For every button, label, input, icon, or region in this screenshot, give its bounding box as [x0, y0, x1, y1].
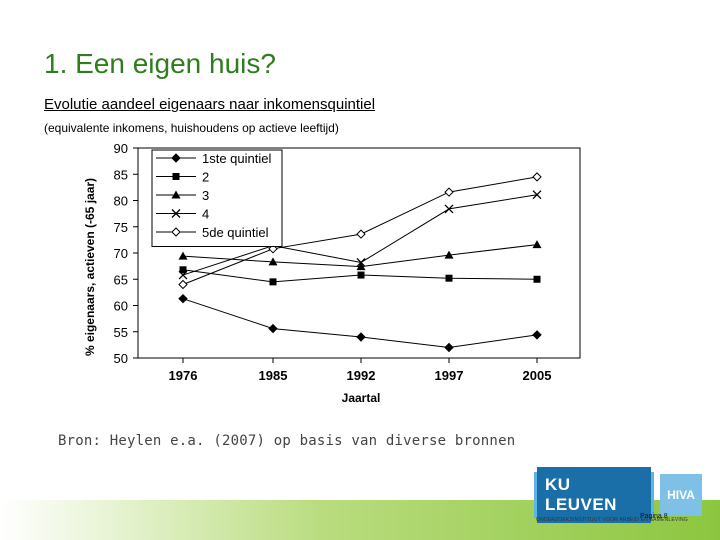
chart-note: (equivalente inkomens, huishoudens op ac… — [44, 121, 339, 135]
legend-marker — [171, 227, 181, 237]
series-1-point — [356, 332, 366, 342]
y-tick-label: 50 — [114, 351, 128, 366]
source-note: Bron: Heylen e.a. (2007) op basis van di… — [58, 433, 516, 449]
series-2-point — [269, 278, 277, 286]
slide-title: 1. Een eigen huis? — [44, 48, 276, 79]
y-tick-label: 65 — [114, 272, 128, 287]
ku-leuven-logo-text: KU LEUVEN — [537, 467, 651, 523]
series-4-point — [444, 204, 454, 214]
x-tick-label: 1992 — [347, 368, 376, 383]
ku-leuven-logo: KU LEUVEN — [534, 467, 654, 523]
legend-label: 3 — [202, 188, 209, 203]
series-1-point — [178, 293, 188, 304]
x-tick-label: 2005 — [523, 368, 552, 383]
legend-label: 5de quintiel — [202, 225, 269, 240]
y-axis-label: % eigenaars, actieven (-65 jaar) — [83, 178, 97, 356]
series-1-point — [444, 342, 454, 353]
legend-marker — [172, 173, 180, 180]
series-1-point — [268, 323, 278, 334]
y-tick-label: 90 — [114, 141, 128, 156]
y-tick-label: 70 — [114, 246, 128, 261]
legend-marker — [171, 153, 181, 163]
series-3-point — [268, 257, 278, 266]
legend-label: 1ste quintiel — [202, 151, 271, 166]
page-number: Pagina 8 — [640, 513, 668, 520]
x-tick-label: 1997 — [435, 368, 464, 383]
series-4-point — [532, 190, 542, 200]
legend-label: 2 — [202, 170, 209, 185]
series-5-point — [178, 279, 188, 290]
x-tick-label: 1976 — [169, 368, 198, 383]
x-tick-label: 1985 — [259, 368, 288, 383]
series-5-point — [532, 172, 542, 182]
legend-marker — [171, 209, 181, 218]
series-2-point — [357, 271, 365, 279]
legend-marker — [171, 190, 181, 199]
series-3-point — [444, 250, 454, 259]
y-tick-label: 85 — [114, 167, 128, 182]
y-tick-label: 60 — [114, 299, 128, 314]
series-1-point — [532, 330, 542, 340]
series-5-point — [356, 229, 366, 239]
legend-label: 4 — [202, 207, 209, 222]
series-2-point — [179, 266, 187, 274]
series-4-point — [178, 270, 188, 280]
series-3-point — [356, 262, 366, 271]
series-3-point — [532, 240, 542, 249]
hiva-logo: HIVA — [660, 474, 702, 516]
y-tick-label: 75 — [114, 220, 128, 235]
x-axis-label: Jaartal — [342, 391, 381, 405]
series-5-point — [444, 187, 454, 197]
series-4-point — [356, 257, 366, 267]
chart-subtitle: Evolutie aandeel eigenaars naar inkomens… — [44, 96, 376, 113]
series-2-point — [533, 275, 541, 283]
org-line: ONDERZOEKSINSTITUUT VOOR ARBEID EN SAMEN… — [536, 517, 688, 523]
series-3-point — [178, 251, 188, 260]
y-tick-label: 55 — [114, 325, 128, 340]
y-tick-label: 80 — [114, 194, 128, 209]
series-2-point — [445, 274, 453, 282]
